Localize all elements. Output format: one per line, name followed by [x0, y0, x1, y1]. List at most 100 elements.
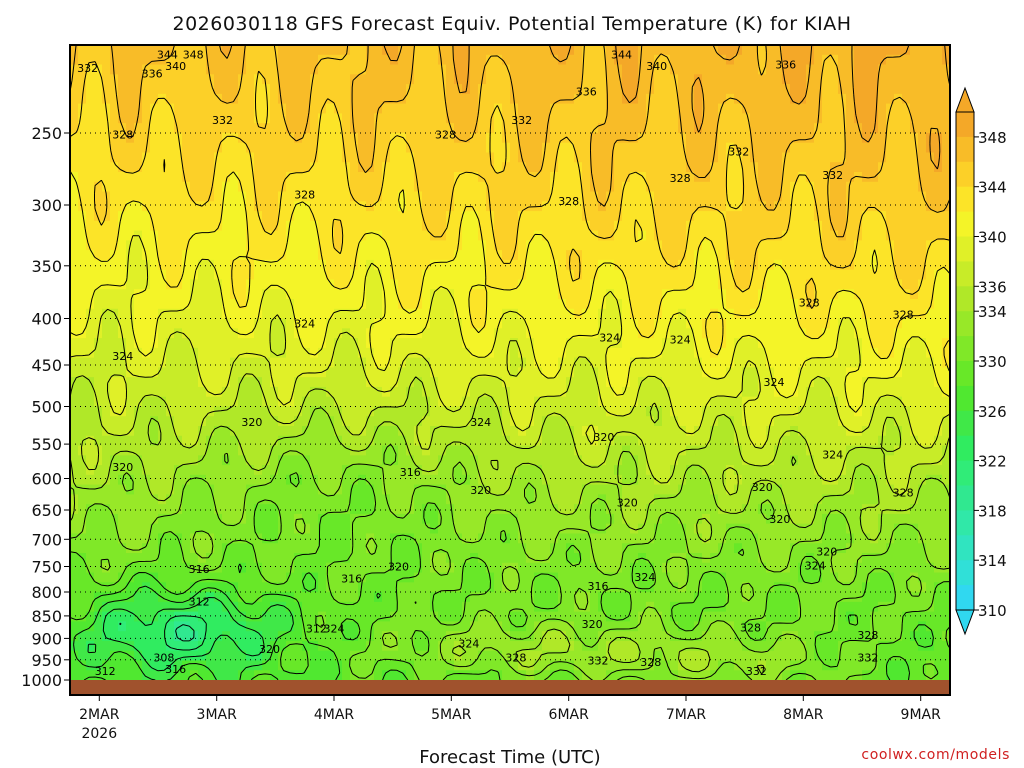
- field-cell: [574, 211, 583, 222]
- field-cell: [262, 601, 271, 613]
- field-cell: [78, 377, 87, 388]
- field-cell: [214, 533, 223, 544]
- field-cell: [542, 103, 551, 114]
- field-cell: [118, 84, 127, 95]
- field-cell: [238, 426, 247, 437]
- field-cell: [70, 74, 79, 85]
- field-cell: [158, 611, 167, 622]
- field-cell: [238, 504, 247, 515]
- field-cell: [646, 64, 655, 75]
- field-cell: [390, 259, 399, 271]
- field-cell: [558, 426, 567, 437]
- field-cell: [518, 445, 527, 456]
- field-cell: [382, 592, 391, 603]
- field-cell: [422, 445, 431, 456]
- field-cell: [166, 562, 175, 574]
- field-cell: [246, 318, 255, 329]
- field-cell: [374, 338, 383, 349]
- field-cell: [158, 45, 167, 56]
- field-cell: [214, 103, 223, 114]
- field-cell: [654, 445, 663, 456]
- field-cell: [558, 259, 567, 271]
- field-cell: [142, 631, 151, 642]
- field-cell: [166, 308, 175, 320]
- field-cell: [518, 230, 527, 241]
- field-cell: [326, 523, 335, 535]
- field-cell: [142, 611, 151, 622]
- field-cell: [486, 640, 495, 652]
- field-cell: [222, 84, 231, 95]
- field-cell: [270, 474, 279, 486]
- field-cell: [406, 74, 415, 85]
- field-cell: [462, 386, 471, 398]
- field-cell: [470, 289, 479, 300]
- field-cell: [230, 103, 239, 114]
- field-cell: [334, 553, 343, 564]
- field-cell: [502, 621, 511, 632]
- field-cell: [366, 406, 375, 417]
- field-cell: [550, 93, 559, 105]
- field-cell: [366, 396, 375, 408]
- field-cell: [318, 328, 327, 339]
- field-cell: [182, 377, 191, 388]
- field-cell: [238, 93, 247, 105]
- field-cell: [262, 533, 271, 544]
- field-cell: [182, 426, 191, 437]
- field-cell: [366, 660, 375, 671]
- field-cell: [366, 45, 375, 56]
- field-cell: [622, 631, 631, 642]
- field-cell: [478, 426, 487, 437]
- field-cell: [670, 299, 679, 310]
- field-cell: [206, 347, 215, 359]
- field-cell: [254, 367, 263, 378]
- field-cell: [358, 230, 367, 241]
- field-cell: [622, 201, 631, 212]
- field-cell: [190, 132, 199, 144]
- field-cell: [262, 289, 271, 300]
- field-cell: [582, 611, 591, 622]
- field-cell: [550, 230, 559, 241]
- field-cell: [542, 230, 551, 241]
- field-cell: [454, 660, 463, 671]
- field-cell: [182, 670, 191, 681]
- field-cell: [126, 201, 135, 212]
- field-cell: [534, 328, 543, 339]
- field-cell: [614, 426, 623, 437]
- field-cell: [382, 543, 391, 554]
- field-cell: [454, 386, 463, 398]
- field-cell: [110, 533, 119, 544]
- field-cell: [654, 347, 663, 359]
- field-cell: [390, 601, 399, 613]
- field-cell: [366, 455, 375, 466]
- field-cell: [318, 45, 327, 56]
- field-cell: [542, 220, 551, 232]
- field-cell: [630, 220, 639, 232]
- field-cell: [182, 84, 191, 95]
- field-cell: [270, 377, 279, 388]
- field-cell: [622, 318, 631, 329]
- field-cell: [430, 631, 439, 642]
- field-cell: [574, 406, 583, 417]
- field-cell: [534, 103, 543, 114]
- field-cell: [462, 299, 471, 310]
- field-cell: [662, 308, 671, 320]
- field-cell: [286, 543, 295, 554]
- field-cell: [310, 357, 319, 368]
- field-cell: [558, 504, 567, 515]
- field-cell: [398, 513, 407, 525]
- field-cell: [454, 162, 463, 173]
- field-cell: [254, 592, 263, 603]
- field-cell: [78, 562, 87, 574]
- field-cell: [374, 45, 383, 56]
- field-cell: [454, 201, 463, 212]
- field-cell: [382, 103, 391, 114]
- field-cell: [326, 172, 335, 183]
- field-cell: [326, 132, 335, 144]
- field-cell: [566, 562, 575, 574]
- field-cell: [654, 250, 663, 261]
- field-cell: [654, 113, 663, 124]
- field-cell: [78, 406, 87, 417]
- field-cell: [214, 386, 223, 398]
- field-cell: [662, 84, 671, 95]
- field-cell: [326, 289, 335, 300]
